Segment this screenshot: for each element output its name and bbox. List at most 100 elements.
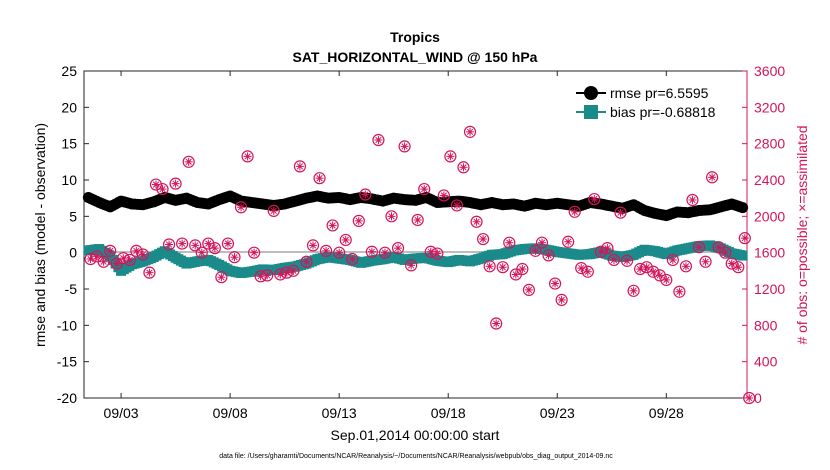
obs-possible-circle bbox=[372, 133, 385, 147]
obs-count-marker bbox=[692, 241, 706, 254]
x-axis-label: Sep.01,2014 00:00:00 start bbox=[331, 427, 500, 443]
obs-possible-circle bbox=[450, 199, 464, 212]
obs-assimilated-cross bbox=[349, 255, 356, 263]
obs-assimilated-cross bbox=[460, 164, 467, 171]
obs-count-marker bbox=[542, 249, 555, 262]
obs-assimilated-cross bbox=[551, 280, 559, 287]
obs-possible-circle bbox=[385, 210, 398, 223]
obs-assimilated-cross bbox=[277, 271, 284, 278]
obs-assimilated-cross bbox=[578, 264, 585, 272]
obs-count-marker bbox=[660, 273, 673, 287]
obs-count-marker bbox=[686, 193, 699, 207]
obs-assimilated-cross bbox=[558, 296, 565, 304]
obs-count-marker bbox=[234, 201, 248, 214]
obs-assimilated-cross bbox=[407, 262, 415, 269]
obs-assimilated-cross bbox=[336, 249, 343, 256]
obs-possible-circle bbox=[169, 177, 182, 190]
obs-possible-circle bbox=[176, 237, 189, 250]
obs-assimilated-cross bbox=[486, 263, 493, 270]
obs-assimilated-cross bbox=[421, 185, 428, 193]
obs-assimilated-cross bbox=[178, 240, 186, 247]
obs-assimilated-cross bbox=[322, 247, 330, 255]
obs-assimilated-cross bbox=[708, 174, 716, 181]
obs-assimilated-cross bbox=[152, 181, 160, 188]
obs-possible-circle bbox=[555, 293, 568, 306]
obs-count-marker bbox=[398, 140, 411, 153]
obs-assimilated-cross bbox=[434, 250, 441, 257]
obs-assimilated-cross bbox=[414, 216, 421, 224]
obs-assimilated-cross bbox=[669, 256, 677, 264]
obs-count-marker bbox=[333, 246, 346, 259]
obs-possible-circle bbox=[706, 171, 719, 184]
obs-assimilated-cross bbox=[519, 265, 526, 273]
obs-assimilated-cross bbox=[604, 244, 611, 252]
obs-possible-circle bbox=[732, 261, 745, 274]
obs-possible-circle bbox=[483, 260, 496, 273]
obs-count-marker bbox=[496, 261, 509, 274]
obs-count-marker bbox=[699, 255, 712, 268]
obs-count-marker bbox=[136, 248, 149, 261]
right-axis-label: # of obs: o=possible; ×=assimilated bbox=[794, 125, 810, 344]
obs-assimilated-cross bbox=[185, 158, 192, 165]
obs-possible-circle bbox=[261, 269, 274, 282]
obs-count-marker bbox=[130, 244, 143, 257]
obs-count-marker bbox=[208, 242, 221, 255]
x-tick-label: 09/28 bbox=[649, 405, 684, 421]
obs-assimilated-cross bbox=[636, 265, 644, 273]
obs-possible-circle bbox=[588, 192, 601, 206]
obs-assimilated-cross bbox=[362, 191, 369, 198]
obs-count-marker bbox=[189, 239, 202, 252]
right-tick-label: 2400 bbox=[754, 172, 785, 188]
obs-count-marker bbox=[647, 265, 660, 278]
obs-count-marker bbox=[483, 260, 496, 273]
obs-possible-circle bbox=[666, 253, 679, 267]
obs-assimilated-cross bbox=[741, 234, 748, 242]
obs-count-marker bbox=[287, 264, 300, 277]
obs-possible-circle bbox=[195, 246, 208, 259]
obs-assimilated-cross bbox=[682, 263, 690, 270]
obs-count-marker bbox=[588, 192, 601, 206]
rmse-series bbox=[82, 190, 749, 222]
obs-possible-circle bbox=[149, 178, 163, 191]
obs-possible-circle bbox=[679, 260, 693, 273]
obs-count-marker bbox=[431, 247, 444, 260]
obs-assimilated-cross bbox=[159, 185, 166, 193]
obs-assimilated-cross bbox=[663, 276, 670, 284]
obs-possible-circle bbox=[215, 271, 228, 284]
obs-possible-circle bbox=[280, 266, 293, 279]
rmse-point bbox=[737, 202, 749, 214]
obs-possible-circle bbox=[522, 283, 536, 297]
left-tick-label: -15 bbox=[57, 354, 77, 370]
obs-possible-circle bbox=[673, 285, 686, 298]
obs-possible-circle bbox=[699, 255, 712, 268]
obs-possible-circle bbox=[470, 215, 483, 228]
obs-assimilated-cross bbox=[453, 202, 461, 209]
obs-assimilated-cross bbox=[290, 267, 297, 274]
obs-count-marker bbox=[359, 188, 372, 201]
obs-possible-circle bbox=[143, 266, 156, 279]
obs-assimilated-cross bbox=[584, 268, 591, 275]
obs-assimilated-cross bbox=[283, 269, 290, 276]
chart-title: Tropics bbox=[390, 29, 440, 45]
obs-count-marker bbox=[248, 246, 261, 259]
obs-possible-circle bbox=[490, 317, 503, 330]
obs-count-marker bbox=[182, 155, 195, 168]
obs-assimilated-cross bbox=[329, 222, 336, 229]
x-tick-label: 09/13 bbox=[322, 405, 357, 421]
obs-count-marker bbox=[522, 283, 536, 297]
obs-count-series bbox=[84, 125, 756, 405]
obs-count-marker bbox=[241, 150, 254, 163]
obs-assimilated-cross bbox=[211, 244, 219, 252]
obs-count-marker bbox=[372, 133, 385, 147]
obs-possible-circle bbox=[359, 188, 372, 201]
obs-count-marker bbox=[346, 252, 359, 266]
obs-count-marker bbox=[568, 205, 581, 218]
chart-subtitle: SAT_HORIZONTAL_WIND @ 150 hPa bbox=[293, 49, 538, 65]
obs-assimilated-cross bbox=[447, 153, 454, 160]
obs-possible-circle bbox=[614, 206, 627, 219]
obs-assimilated-cross bbox=[565, 238, 572, 245]
obs-possible-circle bbox=[391, 242, 405, 255]
obs-assimilated-cross bbox=[479, 235, 487, 243]
right-tick-label: 3200 bbox=[754, 99, 785, 115]
obs-possible-circle bbox=[306, 239, 320, 252]
